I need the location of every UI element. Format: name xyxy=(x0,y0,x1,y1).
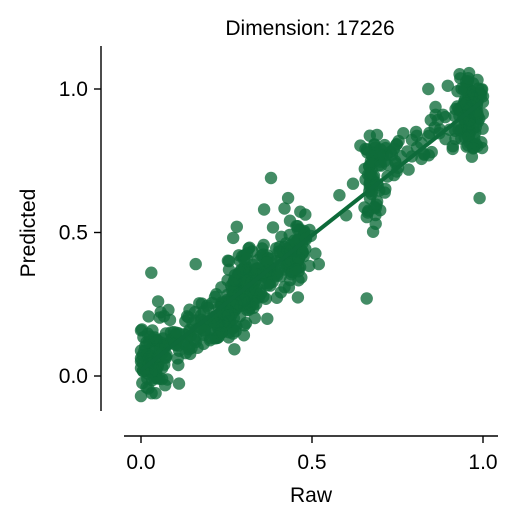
data-point xyxy=(373,148,386,161)
data-point xyxy=(309,247,322,260)
data-points xyxy=(134,66,490,403)
data-point xyxy=(239,316,253,330)
data-point xyxy=(405,133,419,147)
data-point xyxy=(333,189,346,202)
data-point xyxy=(429,100,442,114)
data-point xyxy=(422,82,435,96)
data-point xyxy=(362,168,375,181)
x-ticks: 0.0 0.5 1.0 xyxy=(126,436,498,474)
y-tick-label: 0.5 xyxy=(59,222,88,245)
data-point xyxy=(278,280,291,294)
data-point xyxy=(237,329,251,342)
data-point xyxy=(423,126,436,140)
data-point xyxy=(449,102,462,116)
data-point xyxy=(211,317,224,331)
data-point xyxy=(387,142,401,156)
x-tick-label: 0.0 xyxy=(126,451,155,474)
data-point xyxy=(346,177,360,190)
data-point xyxy=(275,230,288,243)
data-point xyxy=(370,198,383,211)
data-point xyxy=(370,128,384,142)
x-tick-label: 1.0 xyxy=(468,451,497,474)
y-tick-label: 1.0 xyxy=(59,78,88,101)
data-point xyxy=(257,203,271,216)
data-point xyxy=(261,312,274,325)
data-point xyxy=(475,83,488,97)
data-point xyxy=(299,208,312,221)
data-point xyxy=(145,266,158,279)
data-point xyxy=(142,310,155,323)
data-point xyxy=(291,291,305,304)
data-point xyxy=(189,335,202,349)
data-point xyxy=(446,140,459,153)
data-point xyxy=(149,364,162,377)
chart-title: Dimension: 17226 xyxy=(225,17,394,40)
data-point xyxy=(441,79,454,93)
regression-line xyxy=(139,98,485,372)
data-point xyxy=(369,208,382,222)
data-point xyxy=(240,247,254,260)
y-axis-label: Predicted xyxy=(17,189,40,278)
data-point xyxy=(270,291,284,304)
data-point xyxy=(303,259,316,273)
data-point xyxy=(162,303,175,317)
data-point xyxy=(401,145,414,158)
data-point xyxy=(266,221,280,234)
data-point xyxy=(473,191,486,205)
data-point xyxy=(467,142,480,155)
data-point xyxy=(292,274,305,287)
data-point xyxy=(462,129,476,142)
data-point xyxy=(264,171,278,185)
data-point xyxy=(278,202,291,215)
y-tick-label: 0.0 xyxy=(59,365,88,388)
data-point xyxy=(197,305,210,318)
data-point xyxy=(397,127,410,140)
data-point xyxy=(172,377,186,390)
x-tick-label: 0.5 xyxy=(297,451,326,474)
data-point xyxy=(237,293,251,307)
data-point xyxy=(261,279,274,292)
data-point xyxy=(471,73,484,87)
data-point xyxy=(151,295,165,308)
data-point xyxy=(360,292,373,305)
data-point xyxy=(136,376,149,390)
data-point xyxy=(281,191,295,205)
x-axis-label: Raw xyxy=(290,484,333,507)
data-point xyxy=(155,372,169,386)
y-ticks: 0.0 0.5 1.0 xyxy=(59,78,101,388)
trend-line-layer xyxy=(139,98,485,372)
data-point xyxy=(299,242,312,256)
data-point xyxy=(230,220,243,233)
data-point xyxy=(289,263,302,276)
data-point xyxy=(134,389,148,403)
data-point xyxy=(189,257,202,271)
data-point xyxy=(259,292,273,305)
data-point xyxy=(148,331,161,344)
data-point xyxy=(227,231,240,245)
data-point xyxy=(233,265,246,279)
data-point xyxy=(415,152,428,166)
data-point xyxy=(379,182,392,196)
data-point xyxy=(255,242,269,255)
data-point xyxy=(153,311,166,324)
data-point xyxy=(462,72,475,85)
data-point xyxy=(222,309,235,322)
data-point xyxy=(228,343,241,356)
data-point xyxy=(261,256,274,269)
data-point xyxy=(312,257,325,271)
data-point xyxy=(366,225,380,238)
data-point xyxy=(222,254,236,268)
data-point xyxy=(170,326,183,339)
data-point xyxy=(425,145,438,159)
data-point xyxy=(431,113,444,127)
data-point xyxy=(402,163,415,176)
